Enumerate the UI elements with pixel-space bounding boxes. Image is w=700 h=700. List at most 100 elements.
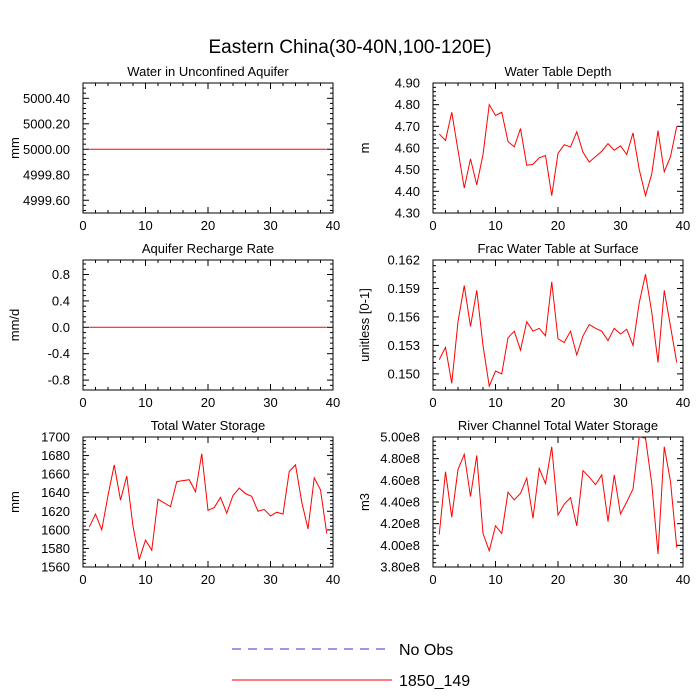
y-axis-label: mm: [7, 137, 22, 159]
y-tick-label: 4.80e8: [380, 451, 420, 466]
x-tick-label: 30: [613, 572, 627, 587]
plot-frame: [432, 436, 684, 568]
x-tick-label: 0: [429, 218, 436, 233]
y-tick-label: 0.156: [387, 309, 420, 324]
panel-title: Frac Water Table at Surface: [477, 241, 638, 256]
x-tick-label: 10: [138, 395, 152, 410]
y-tick-label: 1580: [41, 541, 70, 556]
panel-title: Total Water Storage: [151, 418, 265, 433]
y-axis-label: m3: [357, 493, 372, 511]
x-tick-label: 10: [138, 218, 152, 233]
x-tick-label: 40: [676, 395, 690, 410]
x-tick-label: 10: [488, 395, 502, 410]
y-tick-label: 5.00e8: [380, 430, 420, 445]
x-tick-label: 40: [676, 218, 690, 233]
y-tick-label: 1680: [41, 448, 70, 463]
y-tick-label: 0.4: [52, 293, 70, 308]
y-tick-label: 3.80e8: [380, 560, 420, 575]
y-axis-label: mm: [7, 491, 22, 513]
figure-title: Eastern China(30-40N,100-120E): [208, 37, 491, 58]
legend: No Obs 1850_149: [232, 642, 470, 690]
plot-frame: [82, 259, 334, 391]
y-tick-label: 0.150: [387, 366, 420, 381]
y-tick-label: 4.40: [395, 184, 420, 199]
panel-3: Aquifer Recharge Rate 0 10 20 30 40 -0.8 -0.4 0.…: [7, 241, 340, 410]
y-axis-label: mm/d: [7, 309, 22, 342]
x-tick-label: 20: [201, 218, 215, 233]
x-tick-label: 40: [326, 572, 340, 587]
panel-1: Water in Unconfined Aquifer 0 10 20 30 40 4999…: [7, 64, 340, 233]
x-tick-label: 30: [613, 218, 627, 233]
y-tick-label: 0.0: [52, 320, 70, 335]
x-tick-label: 0: [79, 218, 86, 233]
y-tick-label: 0.8: [52, 267, 70, 282]
x-tick-label: 30: [263, 572, 277, 587]
y-tick-label: 5000.00: [23, 142, 70, 157]
x-tick-label: 0: [79, 395, 86, 410]
x-tick-label: 30: [613, 395, 627, 410]
panel-6: River Channel Total Water Storage 0 10 20 30…: [357, 418, 690, 587]
y-tick-label: 1640: [41, 485, 70, 500]
y-tick-label: 5000.40: [23, 91, 70, 106]
x-tick-label: 40: [326, 395, 340, 410]
panel-2: Water Table Depth 0 10 20 30 40 4.30 4.40 4.50 4.…: [357, 64, 690, 233]
panel-title: River Channel Total Water Storage: [458, 418, 658, 433]
x-tick-label: 30: [263, 395, 277, 410]
y-tick-label: 1620: [41, 504, 70, 519]
panel-title: Water Table Depth: [505, 64, 612, 79]
series-line: [438, 436, 678, 555]
x-tick-label: 40: [676, 572, 690, 587]
x-tick-label: 10: [138, 572, 152, 587]
panels: Water in Unconfined Aquifer 0 10 20 30 40 4999…: [7, 64, 690, 587]
x-tick-label: 20: [201, 572, 215, 587]
x-tick-label: 20: [551, 395, 565, 410]
legend-model-label: 1850_149: [399, 673, 470, 690]
x-tick-label: 30: [263, 218, 277, 233]
y-tick-label: 0.153: [387, 338, 420, 353]
y-tick-label: 4999.60: [23, 193, 70, 208]
y-axis-label: m: [357, 143, 372, 154]
y-tick-label: 4.50: [395, 162, 420, 177]
y-tick-label: 4.80: [395, 97, 420, 112]
panel-title: Water in Unconfined Aquifer: [127, 64, 289, 79]
y-tick-label: 1560: [41, 560, 70, 575]
x-tick-label: 10: [488, 218, 502, 233]
y-tick-label: 1600: [41, 522, 70, 537]
series-line: [88, 453, 328, 560]
x-tick-label: 0: [79, 572, 86, 587]
x-tick-label: 20: [551, 572, 565, 587]
y-tick-label: 1660: [41, 467, 70, 482]
y-tick-label: 1700: [41, 430, 70, 445]
series-line: [438, 103, 678, 198]
panel-5: Total Water Storage 0 10 20 30 40 1560 1580 1600…: [7, 418, 340, 587]
legend-obs-label: No Obs: [399, 642, 453, 659]
y-tick-label: 4.60: [395, 141, 420, 156]
panel-title: Aquifer Recharge Rate: [142, 241, 274, 256]
x-tick-label: 0: [429, 395, 436, 410]
x-tick-label: 0: [429, 572, 436, 587]
y-tick-label: 4999.80: [23, 167, 70, 182]
y-tick-label: 4.40e8: [380, 495, 420, 510]
x-tick-label: 40: [326, 218, 340, 233]
series-line: [438, 274, 678, 389]
plot-frame: [82, 436, 334, 568]
panel-4: Frac Water Table at Surface 0 10 20 30 40 0.15…: [357, 241, 690, 410]
x-tick-label: 20: [201, 395, 215, 410]
y-tick-label: 4.30: [395, 206, 420, 221]
x-tick-label: 20: [551, 218, 565, 233]
y-tick-label: 0.162: [387, 253, 420, 268]
y-tick-label: 0.159: [387, 281, 420, 296]
y-tick-label: 5000.20: [23, 116, 70, 131]
y-tick-label: -0.8: [48, 373, 70, 388]
y-tick-label: 4.00e8: [380, 538, 420, 553]
y-tick-label: 4.20e8: [380, 516, 420, 531]
y-tick-label: 4.60e8: [380, 473, 420, 488]
y-tick-label: -0.4: [48, 346, 70, 361]
plot-frame: [82, 82, 334, 214]
y-axis-label: unitless [0-1]: [357, 288, 372, 362]
x-tick-label: 10: [488, 572, 502, 587]
y-tick-label: 4.90: [395, 76, 420, 91]
y-tick-label: 4.70: [395, 119, 420, 134]
plot-frame: [432, 82, 684, 214]
